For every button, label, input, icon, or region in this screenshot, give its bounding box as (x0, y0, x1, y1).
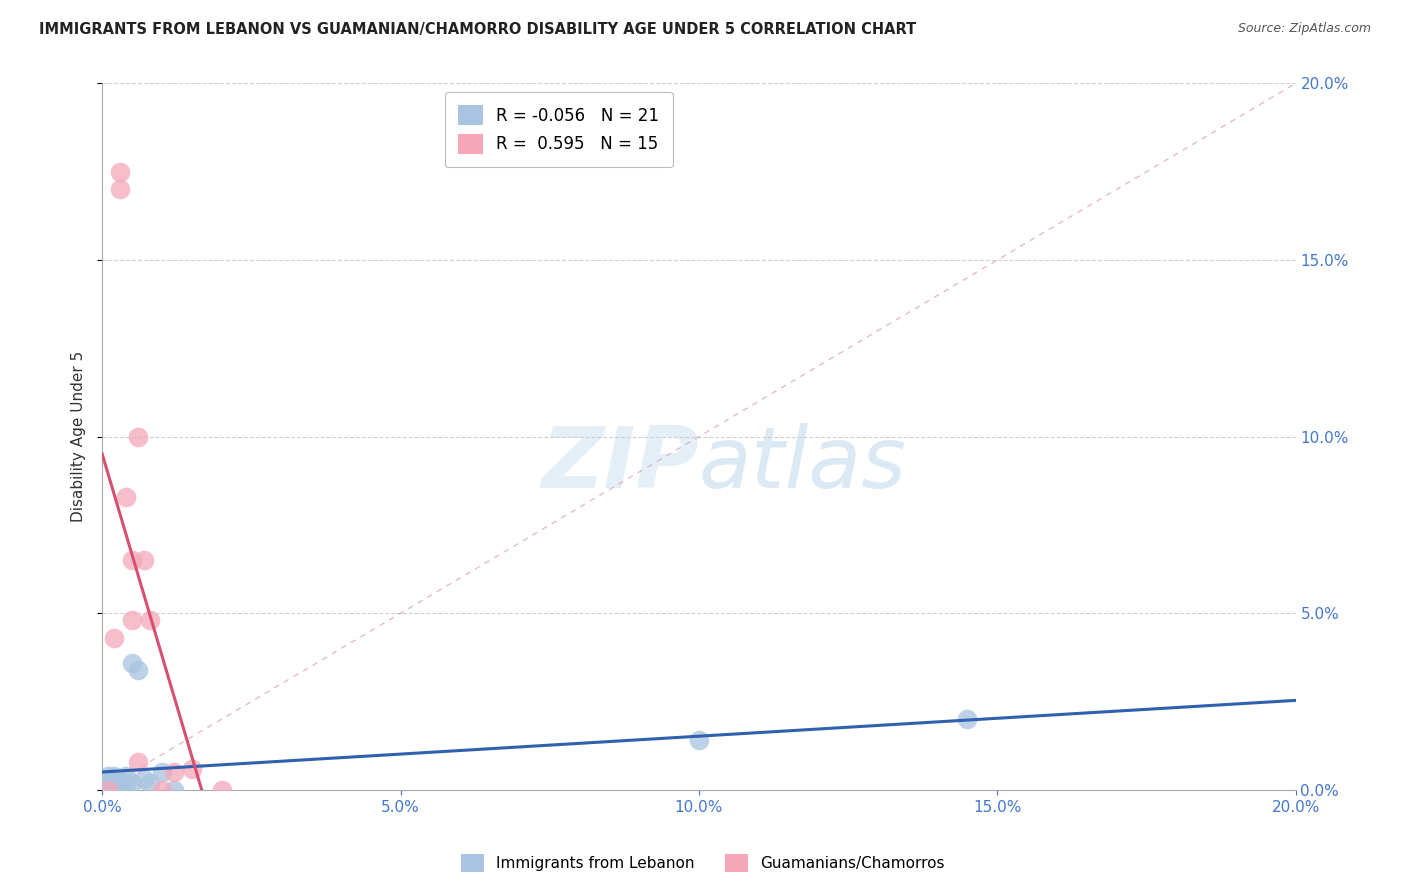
Point (180, 762, 202, 776)
Point (150, 782, 173, 797)
Point (103, 776, 125, 790)
Point (108, 182, 131, 196)
Legend: R = -0.056   N = 21, R =  0.595   N = 15: R = -0.056 N = 21, R = 0.595 N = 15 (444, 92, 672, 168)
Point (103, 769, 125, 783)
Point (163, 765, 186, 780)
Point (150, 765, 173, 780)
Point (127, 663, 149, 677)
Point (139, 613, 162, 627)
Point (108, 165, 131, 179)
Text: atlas: atlas (699, 424, 907, 507)
Point (132, 772, 155, 787)
Point (115, 780, 138, 794)
Point (127, 430, 149, 444)
Point (103, 782, 125, 797)
Point (956, 712, 979, 726)
Point (115, 490, 138, 504)
Point (139, 776, 162, 790)
Point (121, 776, 143, 790)
Point (211, 782, 233, 797)
Point (97, 769, 120, 783)
Point (121, 553, 143, 567)
Point (103, 631, 125, 645)
Point (121, 613, 143, 627)
Y-axis label: Disability Age Under 5: Disability Age Under 5 (72, 351, 86, 522)
Point (97, 782, 120, 797)
Point (115, 769, 138, 783)
Point (688, 733, 710, 747)
Text: ZIP: ZIP (541, 424, 699, 507)
Point (132, 553, 155, 567)
Text: Source: ZipAtlas.com: Source: ZipAtlas.com (1237, 22, 1371, 36)
Point (108, 772, 131, 787)
Point (97, 772, 120, 787)
Point (127, 755, 149, 769)
Point (108, 782, 131, 797)
Point (121, 656, 143, 670)
Point (163, 782, 186, 797)
Point (108, 776, 131, 790)
Point (97, 782, 120, 797)
Point (91, 782, 114, 797)
Text: IMMIGRANTS FROM LEBANON VS GUAMANIAN/CHAMORRO DISABILITY AGE UNDER 5 CORRELATION: IMMIGRANTS FROM LEBANON VS GUAMANIAN/CHA… (39, 22, 917, 37)
Legend: Immigrants from Lebanon, Guamanians/Chamorros: Immigrants from Lebanon, Guamanians/Cham… (454, 846, 952, 880)
